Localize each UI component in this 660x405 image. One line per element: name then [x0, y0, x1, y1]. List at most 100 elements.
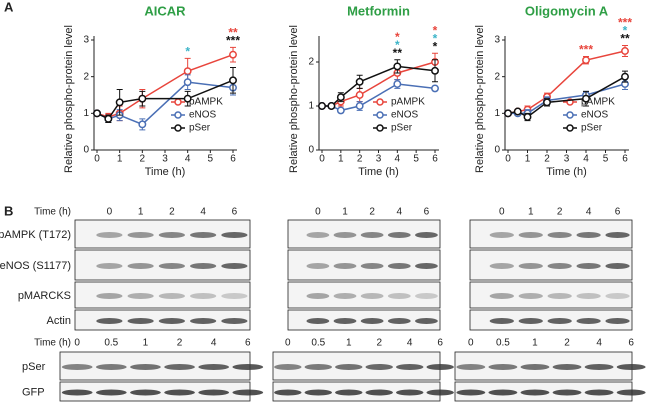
lane-label: 0.5 — [104, 338, 118, 349]
y-tick-label: 0 — [494, 145, 500, 156]
band — [456, 389, 486, 396]
band — [547, 263, 572, 269]
data-point — [431, 84, 439, 93]
band — [232, 389, 264, 396]
lane-label: 0 — [315, 207, 321, 218]
band — [335, 389, 363, 396]
band — [164, 389, 195, 396]
band — [61, 389, 93, 396]
significance: * — [623, 24, 628, 38]
row-label: pAMPK (T172) — [0, 229, 71, 241]
band — [605, 318, 630, 324]
band — [518, 293, 543, 299]
row-label: GFP — [22, 386, 45, 398]
band — [127, 293, 154, 299]
band — [387, 263, 411, 269]
significance: *** — [579, 43, 593, 57]
band — [158, 293, 185, 299]
lane-label: 2 — [376, 338, 382, 349]
band — [489, 318, 514, 324]
band — [518, 318, 543, 324]
data-point — [183, 67, 192, 76]
band — [190, 318, 217, 324]
data-point — [138, 120, 147, 129]
band — [190, 263, 217, 269]
band — [127, 232, 154, 238]
lane-label: 2 — [564, 338, 570, 349]
lane-label: 0 — [468, 338, 474, 349]
lane-label: 4 — [596, 338, 602, 349]
band — [387, 232, 411, 238]
x-axis-label: Time (h) — [145, 166, 186, 178]
band — [488, 389, 518, 396]
y-tick-label: 1 — [83, 108, 89, 119]
band — [95, 364, 127, 370]
x-tick-label: 2 — [140, 154, 146, 165]
band — [127, 263, 154, 269]
band — [576, 318, 601, 324]
x-tick-label: 5 — [413, 154, 419, 165]
data-point — [93, 109, 101, 118]
chart-title: AICAR — [144, 3, 186, 18]
x-tick-label: 5 — [208, 154, 214, 165]
lane-label: 6 — [628, 338, 634, 349]
band — [306, 263, 330, 269]
data-point — [229, 50, 237, 59]
band — [221, 232, 248, 238]
band — [584, 389, 614, 396]
time-label: Time (h) — [34, 338, 71, 349]
data-point — [336, 106, 345, 115]
x-tick-label: 4 — [583, 154, 589, 165]
legend-label: pAMPK — [581, 97, 615, 108]
legend-label: pAMPK — [391, 97, 425, 108]
legend-label: pSer — [189, 123, 211, 134]
legend-marker — [566, 111, 574, 119]
lane-label: 2 — [169, 207, 175, 218]
significance: * — [433, 31, 438, 45]
legend-marker — [376, 124, 384, 132]
significance: ** — [228, 26, 238, 40]
band — [518, 263, 543, 269]
x-tick-label: 6 — [432, 154, 438, 165]
x-tick-label: 3 — [564, 154, 570, 165]
legend-marker — [376, 98, 384, 106]
lane-label: 4 — [211, 338, 217, 349]
band — [552, 364, 582, 370]
data-point — [621, 72, 629, 81]
lane-label: 4 — [586, 207, 592, 218]
band — [333, 293, 357, 299]
data-point — [523, 113, 532, 121]
y-tick-label: 2 — [308, 57, 314, 68]
data-point — [115, 98, 124, 107]
band — [415, 232, 438, 238]
row-label: pSer — [22, 361, 46, 373]
y-axis-label: Relative phospho-protein level — [288, 25, 300, 173]
band — [130, 389, 161, 396]
lane-label: 1 — [138, 207, 144, 218]
lane-label: 6 — [424, 207, 430, 218]
lane-label: 6 — [437, 338, 443, 349]
band — [576, 293, 601, 299]
x-tick-label: 0 — [319, 154, 325, 165]
band — [387, 293, 411, 299]
lane-label: 6 — [245, 338, 251, 349]
lane-label: 6 — [615, 207, 621, 218]
lane-label: 1 — [342, 207, 348, 218]
lane-label: 0 — [107, 207, 113, 218]
band — [306, 318, 330, 324]
legend-label: eNOS — [581, 110, 609, 121]
y-tick-label: 2 — [494, 71, 500, 82]
legend-marker — [174, 111, 182, 119]
significance: ** — [620, 32, 630, 46]
x-tick-label: 6 — [230, 154, 236, 165]
data-point — [183, 78, 192, 87]
lane-label: 2 — [557, 207, 563, 218]
x-tick-label: 4 — [395, 154, 401, 165]
y-tick-label: 1 — [494, 108, 500, 119]
band — [415, 318, 438, 324]
significance: * — [185, 45, 190, 59]
band — [232, 364, 264, 370]
band — [221, 293, 248, 299]
y-axis-label: Relative phospho-protein level — [474, 25, 486, 173]
band — [274, 389, 302, 396]
